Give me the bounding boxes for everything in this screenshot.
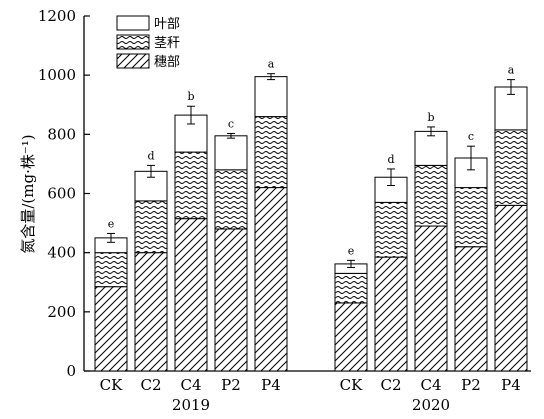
- legend-item-leaf: 叶部: [116, 15, 180, 32]
- significance-label: b: [187, 90, 194, 103]
- bar-2019-CK: e: [94, 217, 128, 372]
- bar-segment-ear: [94, 286, 128, 372]
- legend-swatch-leaf: [116, 15, 150, 31]
- bar-segment-stem: [454, 187, 488, 248]
- legend-swatch-stem: [116, 34, 150, 50]
- legend-label-ear: 穗部: [154, 55, 180, 70]
- x-category-label: P4: [501, 376, 521, 394]
- bar-2020-C4: b: [414, 111, 448, 372]
- legend-swatch-ear: [116, 53, 150, 69]
- bar-segment-ear: [254, 187, 288, 372]
- y-tick-label: 1000: [38, 66, 76, 84]
- bar-segment-leaf: [414, 130, 448, 166]
- bar-2020-CK: e: [334, 244, 368, 372]
- bar-2020-P2: c: [454, 130, 488, 372]
- bar-segment-ear: [214, 228, 248, 372]
- bar-segment-stem: [494, 129, 528, 206]
- bar-segment-ear: [494, 204, 528, 372]
- bar-segment-stem: [134, 200, 168, 254]
- bar-segment-ear: [374, 256, 408, 372]
- bar-segment-leaf: [214, 135, 248, 171]
- significance-label: c: [468, 130, 474, 143]
- x-category-label: P2: [221, 376, 241, 394]
- bar-segment-leaf: [254, 76, 288, 118]
- axes: 0 200 400 600 800 1000 1200: [38, 7, 531, 380]
- significance-label: b: [427, 111, 434, 124]
- significance-label: e: [108, 217, 115, 230]
- bar-segment-stem: [94, 252, 128, 288]
- legend-label-leaf: 叶部: [154, 17, 180, 32]
- bar-2019-C4: b: [174, 90, 208, 372]
- bar-segment-ear: [174, 218, 208, 372]
- significance-label: d: [147, 149, 154, 162]
- y-tick-label: 200: [47, 303, 76, 321]
- x-category-label: C2: [380, 376, 401, 394]
- x-category-label: C2: [140, 376, 161, 394]
- bar-segment-ear: [454, 246, 488, 372]
- bar-2019-P4: a: [254, 58, 288, 372]
- group-year-label: 2019: [172, 396, 210, 414]
- legend: 叶部 茎秆 穗部: [116, 15, 180, 70]
- bar-segment-ear: [334, 302, 368, 372]
- bar-2020-C2: d: [374, 153, 408, 372]
- y-tick-label: 0: [66, 362, 76, 380]
- significance-label: c: [228, 117, 234, 130]
- bar-2019-P2: c: [214, 117, 248, 372]
- y-tick-label: 800: [47, 125, 76, 143]
- legend-item-stem: 茎秆: [116, 34, 180, 51]
- x-category-label: CK: [340, 376, 363, 394]
- x-category-label: C4: [180, 376, 201, 394]
- x-category-label: CK: [100, 376, 123, 394]
- group-year-label: 2020: [412, 396, 450, 414]
- bar-segment-ear: [414, 225, 448, 372]
- significance-label: a: [268, 58, 275, 71]
- y-axis-label: 氮含量/(mg·株⁻¹): [19, 134, 37, 253]
- bar-2019-C2: d: [134, 149, 168, 372]
- x-category-label: P2: [461, 376, 481, 394]
- bar-segment-ear: [134, 252, 168, 372]
- bars: e d b c a e d b c a: [94, 58, 528, 372]
- bar-segment-stem: [334, 272, 368, 304]
- bar-segment-stem: [254, 116, 288, 189]
- significance-label: d: [387, 153, 394, 166]
- bar-segment-stem: [214, 169, 248, 230]
- y-tick-label: 400: [47, 244, 76, 262]
- significance-label: e: [348, 244, 355, 257]
- x-category-label: P4: [261, 376, 281, 394]
- x-category-label: C4: [420, 376, 441, 394]
- significance-label: a: [508, 64, 515, 77]
- y-ticks: 0 200 400 600 800 1000 1200: [38, 7, 90, 380]
- legend-item-ear: 穗部: [116, 53, 180, 70]
- bar-segment-stem: [374, 201, 408, 258]
- legend-label-stem: 茎秆: [154, 36, 180, 51]
- y-tick-label: 600: [47, 185, 76, 203]
- bar-segment-stem: [174, 151, 208, 220]
- year-labels: 2019 2020: [172, 396, 450, 414]
- category-labels: CK C2 C4 P2 P4 CK C2 C4 P2 P4: [100, 376, 521, 394]
- bar-segment-stem: [414, 164, 448, 227]
- y-tick-label: 1200: [38, 7, 76, 25]
- bar-2020-P4: a: [494, 64, 528, 372]
